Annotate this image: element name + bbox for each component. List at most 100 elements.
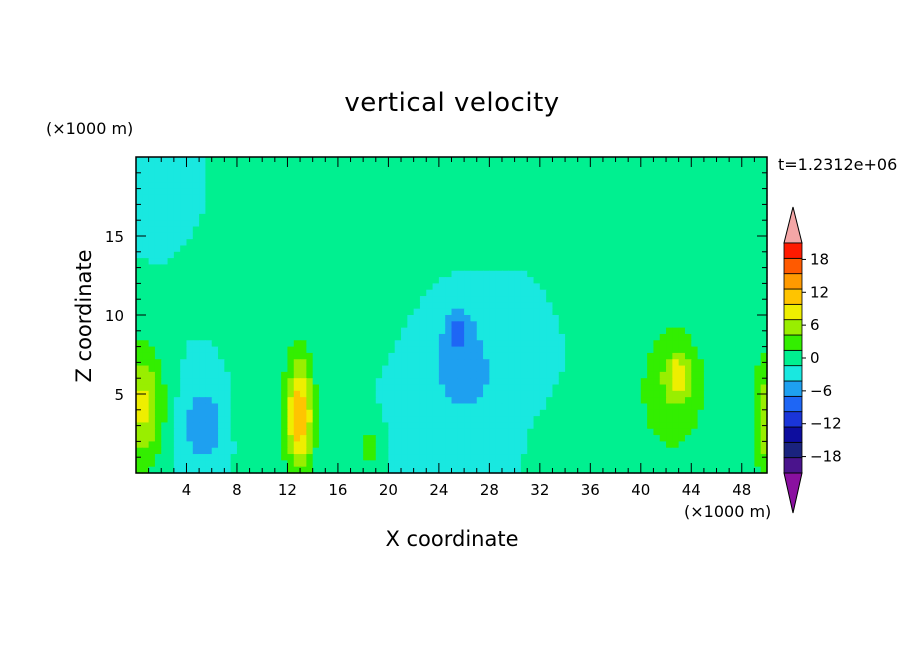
contour-cell <box>300 169 307 177</box>
contour-cell <box>224 207 232 215</box>
contour-cell <box>281 201 289 209</box>
contour-cell <box>224 163 232 171</box>
contour-cell <box>666 371 673 379</box>
contour-cell <box>483 302 490 310</box>
contour-cell <box>546 302 554 310</box>
contour-cell <box>735 245 743 253</box>
contour-cell <box>602 239 610 247</box>
contour-cell <box>634 251 642 259</box>
contour-cell <box>539 251 547 259</box>
contour-cell <box>300 157 307 164</box>
contour-cell <box>211 454 219 461</box>
contour-cell <box>337 422 345 430</box>
contour-cell <box>426 157 434 164</box>
contour-cell <box>697 378 705 386</box>
contour-cell <box>230 194 238 202</box>
contour-cell <box>136 251 143 259</box>
contour-cell <box>457 371 465 379</box>
contour-cell <box>407 435 415 442</box>
contour-cell <box>615 258 623 266</box>
contour-cell <box>255 251 263 259</box>
contour-cell <box>501 213 509 221</box>
contour-cell <box>281 169 289 177</box>
contour-cell <box>388 384 396 392</box>
contour-cell <box>394 207 402 215</box>
contour-cell <box>577 302 585 310</box>
contour-cell <box>546 308 554 316</box>
contour-cell <box>647 220 655 228</box>
contour-cell <box>539 169 547 177</box>
contour-cell <box>495 346 503 354</box>
contour-cell <box>325 403 333 411</box>
contour-cell <box>205 428 213 436</box>
contour-cell <box>634 435 642 442</box>
contour-cell <box>672 213 680 221</box>
contour-cell <box>703 169 711 177</box>
contour-cell <box>483 169 490 177</box>
contour-cell <box>451 296 459 303</box>
contour-cell <box>388 359 396 367</box>
contour-cell <box>628 327 636 335</box>
contour-cell <box>249 384 257 392</box>
contour-cell <box>401 277 408 284</box>
contour-cell <box>318 346 326 354</box>
contour-cell <box>306 283 314 291</box>
contour-cell <box>388 321 396 329</box>
contour-cell <box>426 226 434 234</box>
contour-cell <box>483 397 490 405</box>
contour-cell <box>363 175 371 183</box>
contour-cell <box>760 258 768 266</box>
contour-cell <box>306 403 314 411</box>
contour-cell <box>375 365 383 373</box>
contour-cell <box>678 327 686 335</box>
contour-cell <box>558 163 566 171</box>
contour-cell <box>268 435 276 442</box>
contour-cell <box>710 416 718 424</box>
contour-cell <box>199 466 207 474</box>
contour-cell <box>249 321 257 329</box>
contour-cell <box>495 359 503 367</box>
contour-cell <box>628 194 636 202</box>
contour-cell <box>401 390 408 398</box>
contour-cell <box>609 213 617 221</box>
contour-cell <box>136 188 143 196</box>
contour-cell <box>577 175 585 183</box>
contour-cell <box>236 422 244 430</box>
contour-cell <box>426 289 434 297</box>
contour-cell <box>684 365 692 373</box>
contour-cell <box>337 321 345 329</box>
contour-cell <box>419 346 427 354</box>
contour-cell <box>697 466 705 474</box>
contour-cell <box>754 302 762 310</box>
contour-cell <box>388 403 396 411</box>
contour-cell <box>356 352 364 360</box>
contour-cell <box>741 422 749 430</box>
contour-cell <box>457 390 465 398</box>
contour-cell <box>697 428 705 436</box>
contour-cell <box>508 397 516 405</box>
contour-cell <box>192 435 200 442</box>
contour-cell <box>249 270 257 278</box>
contour-cell <box>255 194 263 202</box>
contour-cell <box>401 289 408 297</box>
contour-cell <box>464 239 472 247</box>
contour-cell <box>609 422 617 430</box>
contour-cell <box>615 466 623 474</box>
contour-cell <box>735 207 743 215</box>
contour-cell <box>464 346 472 354</box>
contour-cell <box>703 213 711 221</box>
contour-cell <box>634 397 642 405</box>
contour-cell <box>173 213 181 221</box>
contour-cell <box>729 359 737 367</box>
contour-cell <box>691 371 699 379</box>
contour-cell <box>476 435 484 442</box>
contour-cell <box>161 416 169 424</box>
contour-cell <box>716 270 724 278</box>
contour-cell <box>527 239 535 247</box>
contour-cell <box>293 232 301 240</box>
contour-cell <box>218 359 225 367</box>
contour-cell <box>186 207 194 215</box>
contour-cell <box>274 220 282 228</box>
contour-cell <box>426 245 434 253</box>
contour-cell <box>344 371 352 379</box>
